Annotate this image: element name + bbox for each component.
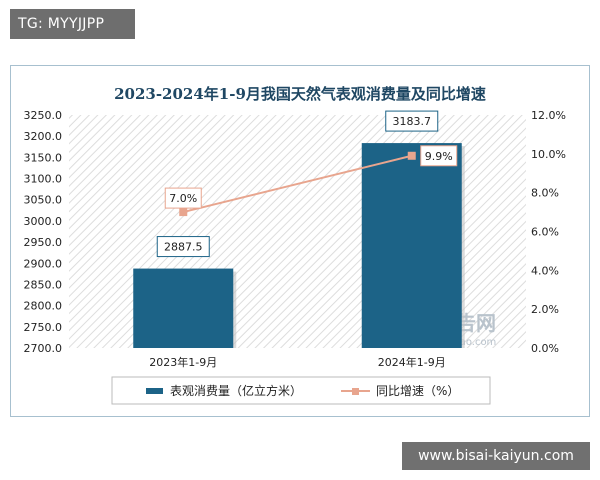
- bar-series: 2887.5 3183.7: [133, 110, 465, 348]
- bar: [133, 268, 234, 348]
- legend-bar-swatch: [146, 388, 163, 394]
- line-data-label-box: [420, 145, 458, 167]
- bar-data-label: 2887.5: [164, 241, 203, 254]
- left-tick-label: 2800.0: [24, 300, 63, 313]
- right-tick-label: 4.0%: [531, 264, 559, 277]
- left-tick-label: 3250.0: [24, 109, 63, 122]
- line-data-label: 7.0%: [169, 192, 197, 205]
- line-data-label: 9.9%: [425, 150, 453, 163]
- bar-data-label-box: [385, 110, 439, 132]
- bar-data-label-box: [156, 236, 210, 258]
- line-point: [407, 151, 416, 160]
- right-tick-label: 8.0%: [531, 187, 559, 200]
- category-label: 2024年1-9月: [378, 355, 446, 369]
- left-tick-label: 3100.0: [24, 173, 63, 186]
- left-tick-label: 3200.0: [24, 130, 63, 143]
- left-tick-label: 2750.0: [24, 321, 63, 334]
- chart-title: 2023-2024年1-9月我国天然气表观消费量及同比增速: [114, 85, 486, 103]
- legend-line-label: 同比增速（%）: [376, 384, 459, 398]
- right-tick-label: 0.0%: [531, 342, 559, 355]
- left-tick-label: 2950.0: [24, 236, 63, 249]
- category-axis: 2023年1-9月 2024年1-9月: [149, 355, 445, 369]
- line-point: [179, 208, 188, 217]
- legend-bar-label: 表观消费量（亿立方米）: [170, 383, 302, 398]
- left-tick-label: 3050.0: [24, 194, 63, 207]
- growth-line: [183, 154, 412, 214]
- bar-data-label: 3183.7: [393, 115, 432, 128]
- left-tick-label: 2700.0: [24, 342, 63, 355]
- legend-box: [111, 376, 491, 405]
- right-tick-label: 10.0%: [531, 148, 566, 161]
- watermark-top: TG: MYYJJPP: [10, 9, 135, 39]
- left-tick-label: 3150.0: [24, 151, 63, 164]
- left-tick-label: 2850.0: [24, 278, 63, 291]
- watermark-bottom: www.bisai-kaiyun.com: [402, 442, 590, 470]
- right-tick-label: 12.0%: [531, 109, 566, 122]
- right-tick-label: 2.0%: [531, 303, 559, 316]
- legend-line-marker: [352, 388, 359, 395]
- left-tick-label: 3000.0: [24, 215, 63, 228]
- line-series: 7.0% 9.9%: [164, 145, 458, 217]
- line-data-label-box: [164, 187, 202, 209]
- left-tick-label: 2900.0: [24, 257, 63, 270]
- right-axis: 0.0% 2.0% 4.0% 6.0% 8.0% 10.0% 12.0%: [531, 109, 566, 355]
- bar: [361, 143, 462, 348]
- category-label: 2023年1-9月: [149, 355, 217, 369]
- left-axis: 2700.0 2750.0 2800.0 2850.0 2900.0 2950.0 3000…: [24, 109, 63, 355]
- right-tick-label: 6.0%: [531, 226, 559, 239]
